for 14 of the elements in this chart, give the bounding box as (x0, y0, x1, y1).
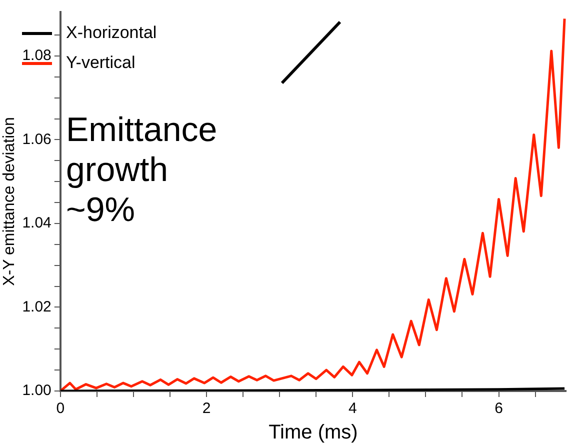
legend-label: X-horizontal (66, 22, 157, 44)
legend-label: Y-vertical (66, 52, 136, 74)
y-axis-title: X-Y emittance deviation (1, 117, 18, 286)
x-tick-label: 4 (348, 400, 357, 418)
annotation: Emittance growth ~9% (66, 110, 218, 230)
x-axis-title: Time (ms) (268, 422, 358, 444)
y-tick-label: 1.08 (22, 47, 52, 64)
x-tick-label: 6 (494, 400, 503, 418)
x-tick-label: 2 (202, 400, 211, 418)
y-tick-label: 1.02 (22, 298, 52, 316)
x-tick-label: 0 (56, 400, 65, 418)
y-tick-label: 1.00 (22, 382, 52, 400)
y-tick-label: 1.04 (22, 214, 52, 232)
y-tick-label: 1.06 (22, 130, 52, 148)
